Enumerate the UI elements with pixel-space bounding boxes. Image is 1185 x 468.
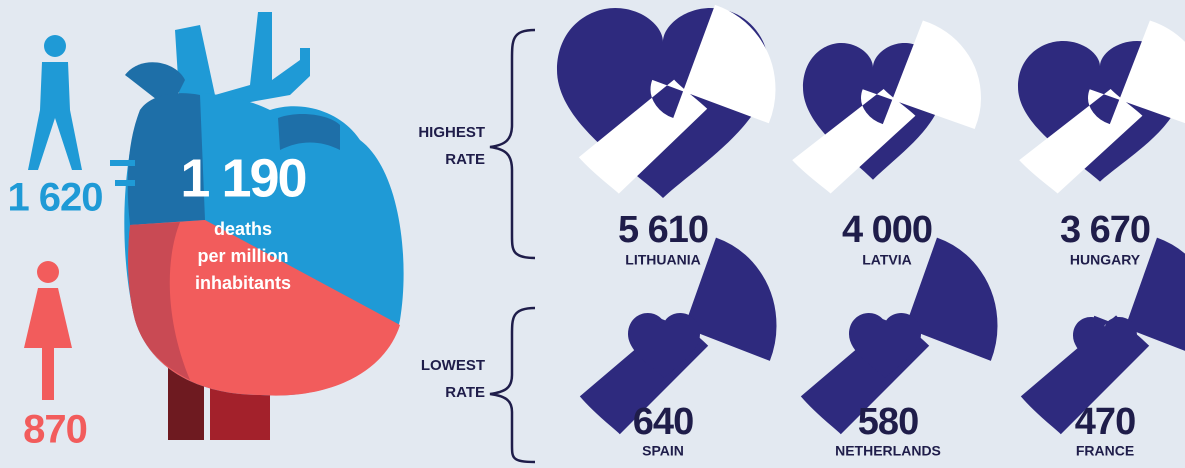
group-label: LOWEST <box>421 357 485 374</box>
country-value: 5 610 <box>618 209 708 251</box>
heart-caption: per million <box>197 246 288 266</box>
country-name: HUNGARY <box>1070 252 1141 268</box>
group-label: RATE <box>445 384 485 401</box>
country-value: 580 <box>858 401 918 443</box>
infographic: 1 620 870 1 190 deaths per million inhab… <box>0 0 1185 468</box>
country-name: SPAIN <box>642 443 684 459</box>
country-name: LATVIA <box>862 252 912 268</box>
country-name: NETHERLANDS <box>835 443 941 459</box>
country-value: 4 000 <box>842 209 932 251</box>
female-value: 870 <box>23 408 87 452</box>
heart-value: 1 190 <box>180 148 305 208</box>
group-label: HIGHEST <box>418 124 485 141</box>
country-name: LITHUANIA <box>625 252 700 268</box>
heart-caption: inhabitants <box>195 273 291 293</box>
country-value: 470 <box>1075 401 1135 443</box>
country-value: 3 670 <box>1060 209 1150 251</box>
country-value: 640 <box>633 401 693 443</box>
male-value: 1 620 <box>7 176 102 220</box>
country-name: FRANCE <box>1076 443 1134 459</box>
group-label: RATE <box>445 151 485 168</box>
heart-caption: deaths <box>214 219 272 239</box>
